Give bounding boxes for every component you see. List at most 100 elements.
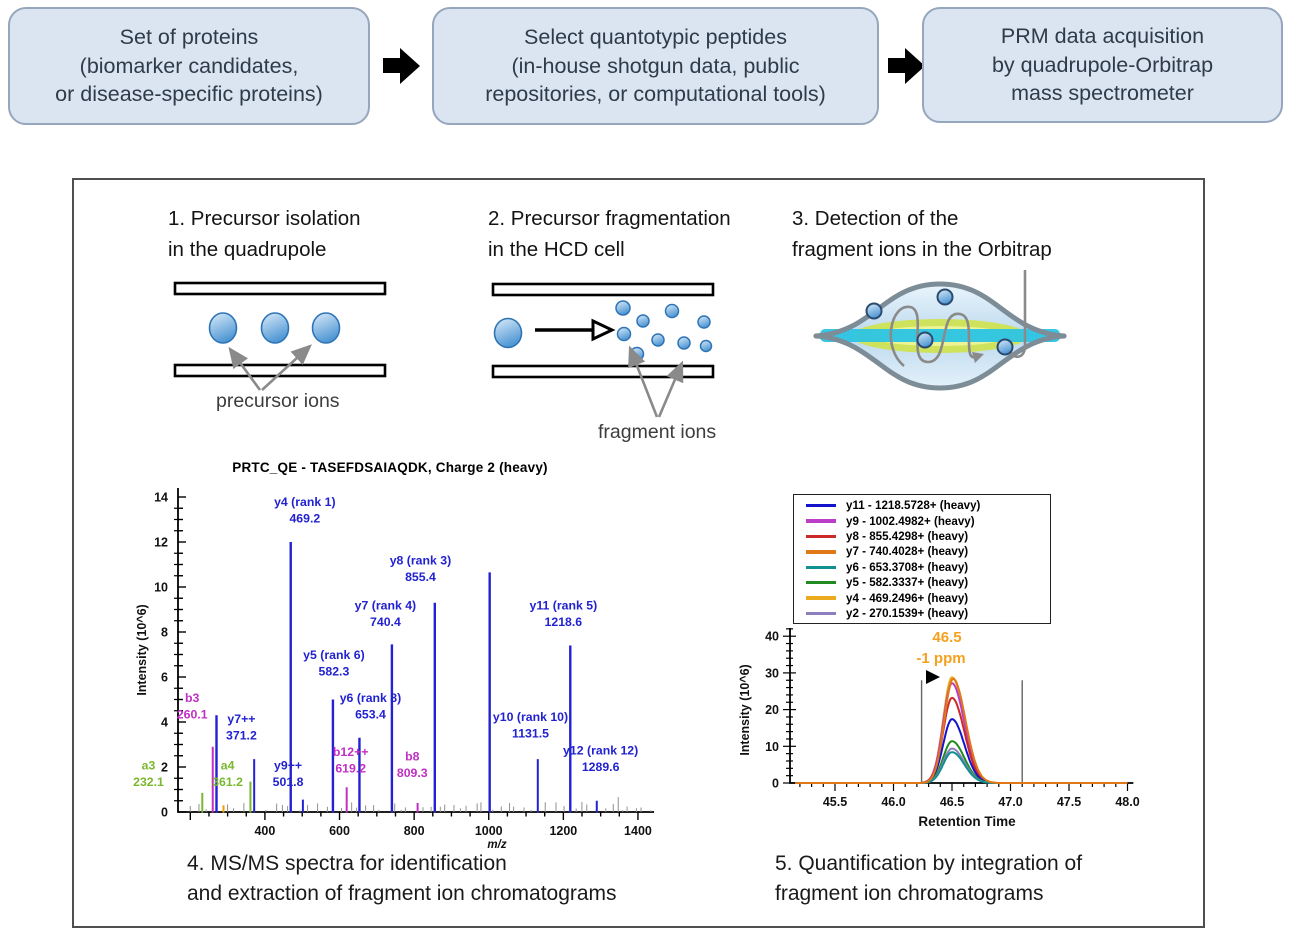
quadrupole-rod-top	[173, 281, 387, 296]
svg-text:14: 14	[154, 491, 168, 505]
svg-text:400: 400	[254, 824, 275, 838]
svg-text:30: 30	[765, 666, 779, 680]
hcd-cell-diagram	[491, 282, 715, 418]
pointer-arrow	[628, 345, 659, 418]
orbitrap-beam	[820, 329, 1060, 342]
spectrum-title: PRTC_QE - TASEFDSAIAQDK, Charge 2 (heavy…	[232, 460, 548, 475]
legend-item: y8 - 855.4298+ (heavy)	[794, 529, 1050, 544]
legend-label: y4 - 469.2496+ (heavy)	[846, 591, 969, 605]
svg-text:y9++501.8: y9++ 501.8	[273, 758, 304, 789]
legend-label: y6 - 653.3708+ (heavy)	[846, 560, 969, 574]
quadrupole-diagram	[173, 281, 387, 391]
step1-label: 1. Precursor isolation in the quadrupole	[168, 204, 361, 266]
svg-text:6: 6	[161, 671, 168, 685]
legend-swatch	[806, 504, 836, 508]
caption4-line2: and extraction of fragment ion chromatog…	[187, 882, 617, 906]
msms-spectrum-chart: 0 2 4 6 8 10 12 14 400 600 800 1000 1200 1400 Intensit…	[133, 488, 654, 851]
workflow-box-line: PRM data acquisition	[1000, 23, 1205, 48]
svg-text:y7 (rank 4)740.4: y7 (rank 4) 740.4	[355, 599, 417, 630]
svg-text:b12++619.2: b12++ 619.2	[333, 745, 369, 776]
pointer-arrow	[228, 346, 262, 391]
legend-swatch	[806, 596, 836, 600]
fragment-ion	[616, 326, 632, 342]
precursor-ion	[493, 317, 523, 349]
workflow-box-line: by quadrupole-Orbitrap	[991, 52, 1214, 77]
svg-text:1200: 1200	[549, 824, 577, 838]
precursor-ion	[311, 312, 341, 344]
step3-line1: 3. Detection of the	[792, 207, 959, 230]
legend-item: y9 - 1002.4982+ (heavy)	[794, 513, 1050, 528]
caption5-line1: 5. Quantification by integration of	[775, 852, 1083, 875]
legend-item: y5 - 582.3337+ (heavy)	[794, 575, 1050, 590]
workflow-box-peptides: Select quantotypic peptides (in-house sh…	[432, 7, 879, 125]
svg-text:y10 (rank 10)1131.5: y10 (rank 10) 1131.5	[493, 710, 568, 741]
rt-annotation: 46.5	[932, 629, 962, 646]
svg-text:48.0: 48.0	[1115, 795, 1139, 809]
step2-line1: 2. Precursor fragmentation	[488, 207, 731, 230]
svg-text:1000: 1000	[475, 824, 503, 838]
right-arrow-icon	[383, 48, 420, 84]
svg-text:y11 (rank 5)1218.6: y11 (rank 5) 1218.6	[530, 599, 598, 630]
svg-text:47.5: 47.5	[1057, 795, 1081, 809]
legend-label: y5 - 582.3337+ (heavy)	[846, 576, 969, 590]
ion-trajectory-spiral	[889, 305, 979, 368]
chromatogram-legend: y11 - 1218.5728+ (heavy) y9 - 1002.4982+ …	[793, 494, 1051, 625]
quadrupole-rod-top	[491, 282, 715, 297]
workflow-box-line: (in-house shotgun data, public	[511, 53, 800, 78]
step1-line1: 1. Precursor isolation	[168, 207, 361, 230]
orbiting-ion	[916, 331, 934, 349]
legend-swatch	[806, 580, 836, 585]
svg-text:10: 10	[765, 740, 779, 754]
chromatogram-chart: 0 10 20 30 40 45.5 46.0 46.5 47.0 47.5 48.0 Intensi…	[738, 628, 1140, 829]
svg-text:12: 12	[154, 536, 168, 550]
caption-step4: 4. MS/MS spectra for identification and …	[187, 849, 617, 910]
legend-label: y7 - 740.4028+ (heavy)	[846, 545, 969, 559]
orbitrap-electrode-top	[813, 281, 1067, 339]
svg-text:Intensity (10^6): Intensity (10^6)	[738, 664, 752, 755]
step3-line2: fragment ions in the Orbitrap	[792, 237, 1052, 261]
orbiting-ion	[996, 338, 1014, 356]
ppm-annotation: -1 ppm	[916, 650, 966, 667]
caption-step5: 5. Quantification by integration of frag…	[775, 849, 1082, 910]
precursor-ions-label: precursor ions	[216, 390, 340, 412]
svg-text:2: 2	[161, 761, 168, 775]
workflow-box-proteins: Set of proteins (biomarker candidates, o…	[8, 7, 370, 125]
workflow-box-line: (biomarker candidates,	[79, 53, 299, 78]
workflow-box-line: or disease-specific proteins)	[55, 82, 323, 107]
svg-text:y6 (rank 8)653.4: y6 (rank 8) 653.4	[340, 691, 402, 722]
step2-line2: in the HCD cell	[488, 237, 625, 261]
workflow-box-line: repositories, or computational tools)	[485, 82, 826, 107]
quadrupole-rod-bottom	[173, 363, 387, 378]
fragment-ion	[636, 314, 650, 328]
svg-text:0: 0	[772, 777, 779, 791]
svg-text:y12 (rank 12)1289.6: y12 (rank 12) 1289.6	[563, 744, 638, 775]
svg-text:1400: 1400	[624, 824, 652, 838]
caption5-line2: fragment ion chromatograms	[775, 882, 1044, 906]
svg-text:45.5: 45.5	[823, 795, 847, 809]
fragment-ion	[615, 300, 631, 316]
orbitrap-electrode-bottom	[813, 333, 1067, 391]
svg-text:8: 8	[161, 626, 168, 640]
svg-text:46.5: 46.5	[940, 795, 964, 809]
svg-text:600: 600	[329, 824, 350, 838]
svg-text:m/z: m/z	[487, 839, 506, 851]
svg-text:Retention Time: Retention Time	[918, 814, 1016, 829]
workflow-box-prm: PRM data acquisition by quadrupole-Orbit…	[922, 7, 1283, 123]
svg-text:4: 4	[161, 716, 168, 730]
legend-label: y2 - 270.1539+ (heavy)	[846, 606, 969, 620]
svg-text:10: 10	[154, 581, 168, 595]
step1-line2: in the quadrupole	[168, 237, 327, 261]
svg-text:y5 (rank 6)582.3: y5 (rank 6) 582.3	[303, 648, 365, 679]
caption4-line1: 4. MS/MS spectra for identification	[187, 852, 507, 875]
workflow-box-line: Set of proteins	[119, 24, 259, 49]
legend-item: y7 - 740.4028+ (heavy)	[794, 544, 1050, 559]
step3-label: 3. Detection of the fragment ions in the…	[792, 204, 1052, 266]
svg-text:46.0: 46.0	[881, 795, 905, 809]
legend-item: y6 - 653.3708+ (heavy)	[794, 560, 1050, 575]
svg-text:y7++371.2: y7++ 371.2	[226, 712, 257, 743]
right-arrow-icon	[888, 48, 925, 84]
